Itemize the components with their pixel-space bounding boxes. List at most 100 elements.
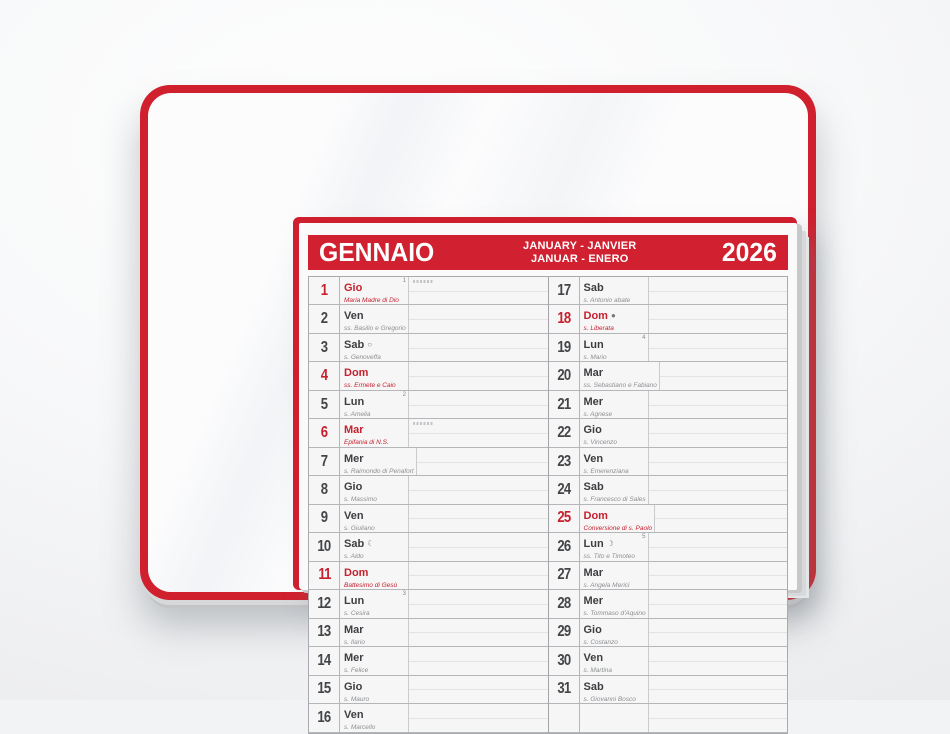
notes-area bbox=[409, 419, 548, 446]
day-number-cell: 14 bbox=[309, 647, 340, 675]
saint-name: ss. Basilio e Gregorio bbox=[344, 325, 406, 333]
day-row: 26 Lun ☽ 5 ss. Tito e Timoteo bbox=[548, 533, 787, 562]
saint-name: s. Giuliano bbox=[344, 524, 375, 532]
day-name-cell: Sab s. Francesco di Sales bbox=[580, 476, 649, 504]
intl-line-1: JANUARY - JANVIER bbox=[523, 239, 637, 252]
day-row: 28 Mer s. Tommaso d'Aquino bbox=[548, 590, 788, 619]
notes-area bbox=[409, 590, 548, 617]
day-number: 5 bbox=[320, 395, 328, 413]
day-row: 19 Lun 4 s. Mario bbox=[548, 333, 787, 363]
day-row: 30 Ven s. Martina bbox=[548, 647, 788, 676]
day-name: Dom ● bbox=[584, 310, 616, 323]
notes-area bbox=[648, 590, 788, 617]
day-number: 18 bbox=[557, 310, 571, 328]
notes-area bbox=[648, 647, 788, 674]
day-number-cell: 13 bbox=[309, 618, 340, 647]
day-row: 2 Ven ss. Basilio e Gregorio bbox=[309, 305, 548, 334]
notes-area bbox=[409, 647, 548, 674]
saint-name: s. Massimo bbox=[344, 496, 377, 504]
saint-name: s. Vincenzo bbox=[583, 439, 617, 447]
day-row: 13 Mar s. Ilario bbox=[309, 618, 548, 648]
day-name: Lun bbox=[584, 339, 607, 351]
day-name-text: Sab bbox=[344, 338, 365, 351]
notes-area bbox=[648, 305, 788, 332]
day-name: Mar bbox=[584, 567, 607, 579]
saint-name: s. Francesco di Sales bbox=[583, 496, 646, 504]
day-name: Sab bbox=[584, 282, 607, 294]
notes-area bbox=[648, 391, 788, 418]
notes-area bbox=[409, 619, 548, 646]
day-name-cell: Mar Epifania di N.S. bbox=[340, 419, 409, 447]
day-number: 26 bbox=[557, 537, 571, 555]
day-number-cell: 23 bbox=[549, 447, 580, 476]
day-name: Ven bbox=[344, 310, 367, 323]
day-number: 30 bbox=[557, 651, 571, 669]
notes-area bbox=[648, 419, 788, 446]
day-name-cell: Sab ☾ s. Aldo bbox=[340, 533, 409, 561]
day-row: 1 Gio 1 Maria Madre di Dio bbox=[309, 277, 548, 306]
day-name-cell: Mer s. Raimondo di Penafort bbox=[340, 447, 417, 476]
day-name-cell bbox=[580, 704, 649, 732]
month-title: GENNAIO bbox=[319, 237, 435, 267]
day-name-text: Sab bbox=[583, 282, 604, 294]
day-name-cell: Lun ☽ 5 ss. Tito e Timoteo bbox=[580, 533, 649, 561]
day-number-cell: 7 bbox=[309, 447, 340, 476]
day-number: 21 bbox=[557, 395, 571, 413]
week-number: 5 bbox=[642, 534, 646, 541]
day-row: 24 Sab s. Francesco di Sales bbox=[548, 476, 788, 505]
week-number: 3 bbox=[402, 591, 406, 598]
day-name-text: Mar bbox=[344, 623, 364, 636]
day-row: 21 Mer s. Agnese bbox=[548, 390, 788, 420]
day-number-cell: 21 bbox=[549, 390, 580, 419]
day-number: 14 bbox=[317, 651, 332, 669]
saint-name: s. Giovanni Bosco bbox=[583, 695, 636, 703]
saint-name: s. Cesira bbox=[344, 610, 370, 618]
day-name: Ven bbox=[344, 709, 367, 721]
day-number: 17 bbox=[557, 281, 571, 299]
day-name: Ven bbox=[344, 510, 367, 522]
notes-area bbox=[409, 362, 548, 389]
day-number-cell: 31 bbox=[549, 675, 580, 704]
day-name: Mer bbox=[344, 453, 367, 465]
notes-area bbox=[416, 448, 548, 475]
day-name-text: Lun bbox=[344, 595, 365, 608]
saint-name: s. Genoveffa bbox=[344, 353, 381, 361]
day-row: 25 Dom Conversione di s. Paolo bbox=[548, 504, 787, 534]
day-number: 1 bbox=[320, 281, 328, 299]
day-name-text: Mer bbox=[344, 652, 364, 665]
calendar-sheet: GENNAIO JANUARY - JANVIER JANUAR - ENERO… bbox=[299, 223, 797, 734]
notes-area bbox=[409, 277, 548, 304]
day-row: 8 Gio s. Massimo bbox=[309, 476, 548, 505]
day-name-cell: Mar s. Ilario bbox=[340, 618, 409, 647]
moon-phase-icon: ○ bbox=[367, 339, 373, 349]
day-number: 20 bbox=[557, 367, 571, 385]
week-number: 1 bbox=[402, 278, 406, 284]
saint-name: Conversione di s. Paolo bbox=[583, 524, 653, 532]
notes-area bbox=[409, 676, 548, 703]
day-name bbox=[584, 709, 587, 721]
week-number: 2 bbox=[402, 391, 406, 398]
day-row: 16 Ven s. Marcello bbox=[309, 704, 548, 733]
notes-area bbox=[648, 676, 788, 703]
day-number-cell: 15 bbox=[309, 675, 340, 704]
moon-phase-icon: ☽ bbox=[606, 539, 614, 549]
day-name-text: Mer bbox=[583, 395, 604, 408]
saint-name: s. Agnese bbox=[583, 410, 613, 418]
day-name-text: Gio bbox=[583, 623, 602, 636]
notes-area bbox=[655, 505, 787, 532]
day-name-cell: Mer s. Agnese bbox=[580, 390, 649, 419]
day-name: Sab bbox=[584, 481, 607, 494]
day-name-cell: Mar s. Angela Merici bbox=[580, 561, 649, 590]
saint-name: ss. Tito e Timoteo bbox=[583, 553, 636, 561]
day-name: Lun bbox=[344, 396, 367, 408]
day-name: Gio bbox=[344, 282, 365, 294]
notes-area bbox=[409, 391, 548, 418]
day-name-cell: Dom Conversione di s. Paolo bbox=[580, 504, 656, 533]
day-name: Mar bbox=[344, 424, 367, 437]
day-name-cell: Gio s. Mauro bbox=[340, 675, 409, 704]
day-number-cell: 12 bbox=[309, 590, 340, 618]
day-name-text: Lun bbox=[583, 538, 604, 551]
day-name-text: Ven bbox=[344, 310, 364, 323]
day-name: Gio bbox=[344, 681, 365, 693]
